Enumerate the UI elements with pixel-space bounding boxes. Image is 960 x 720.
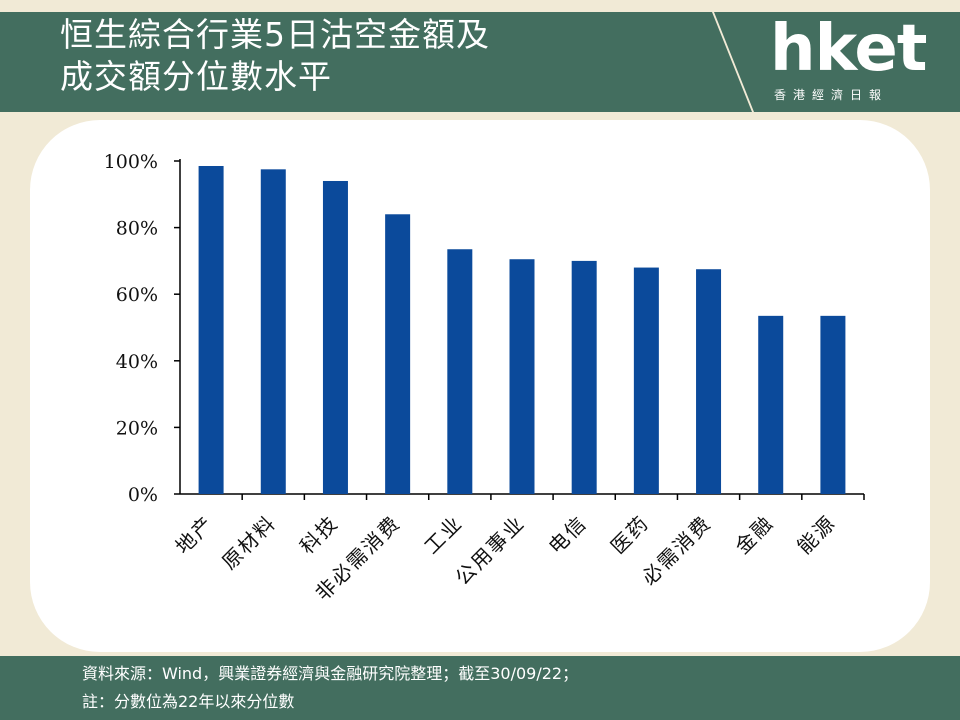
x-tick-label: 电信 [544,511,592,559]
page-title: 恒生綜合行業5日沽空金額及 成交額分位數水平 [60,14,700,98]
x-tick-label: 医药 [606,511,654,559]
bar [198,165,224,494]
header: 恒生綜合行業5日沽空金額及 成交額分位數水平 hket 香港經濟日報 [0,0,960,112]
hket-logo: hket [770,12,927,86]
title-line-2: 成交額分位數水平 [60,57,332,96]
bar [447,249,473,494]
y-tick-label: 0% [128,484,158,506]
bar [696,269,722,494]
y-tick-label: 80% [116,218,158,240]
footnote: 註：分數位為22年以來分位數 [82,692,295,711]
y-tick-label: 60% [116,284,158,306]
y-tick-label: 20% [116,417,158,439]
logo-subtitle: 香港經濟日報 [774,88,889,102]
title-band [0,12,752,112]
x-tick-label: 工业 [419,511,467,559]
title-line-1: 恒生綜合行業5日沽空金額及 [60,15,490,54]
x-tick-label: 金融 [730,511,778,559]
bar [385,214,411,494]
source-note: 資料來源：Wind，興業證券經濟與金融研究院整理；截至30/09/22； [82,664,579,683]
bar [322,180,348,495]
y-tick-label: 40% [116,351,158,373]
chart-card: 0% 20% 40% 60% 80% 100% 地产 原材料 科技 非必需消费 工业 公用事业 电信 医药… [30,120,930,652]
x-tick-label: 科技 [295,511,343,559]
x-tick-label: 原材料 [217,511,281,575]
logo-band [714,12,960,112]
x-tick-label: 地产 [171,511,219,559]
bar [633,267,659,494]
footer: 資料來源：Wind，興業證券經濟與金融研究院整理；截至30/09/22； 註：分… [0,656,960,720]
bar [820,315,846,494]
y-tick-label: 100% [104,151,158,173]
bar [509,259,535,494]
bar [758,315,784,494]
x-tick-label: 能源 [792,511,840,559]
bar [571,260,597,494]
bar [260,169,286,494]
